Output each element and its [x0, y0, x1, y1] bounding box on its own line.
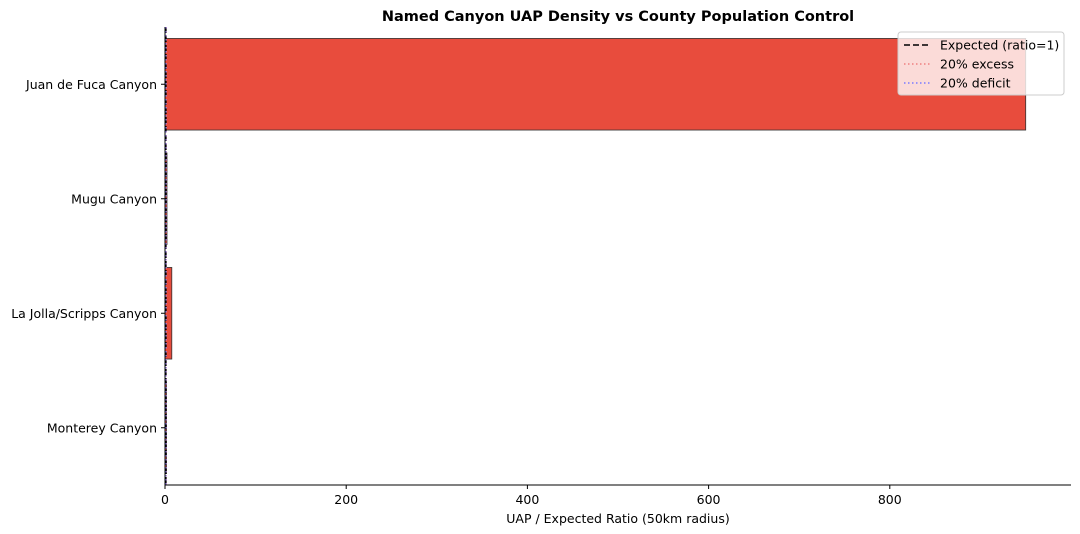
x-axis-label: UAP / Expected Ratio (50km radius) [506, 511, 729, 526]
x-tick-label: 0 [161, 492, 169, 507]
x-tick-label: 200 [334, 492, 358, 507]
bars-group [164, 38, 1027, 474]
legend: Expected (ratio=1) 20% excess 20% deficit [897, 31, 1065, 96]
y-tick-label: La Jolla/Scripps Canyon [11, 306, 157, 321]
x-ticks-group: 0 200 400 600 800 [161, 485, 902, 507]
x-tick-label: 600 [697, 492, 721, 507]
legend-box [897, 31, 1065, 96]
bar-juan-de-fuca-canyon [164, 38, 1027, 131]
legend-label-1: 20% excess [940, 57, 1014, 72]
y-ticks-group: Monterey Canyon La Jolla/Scripps Canyon Mu… [11, 77, 165, 435]
legend-label-0: Expected (ratio=1) [940, 38, 1059, 53]
y-tick-label: Mugu Canyon [71, 191, 157, 206]
y-tick-label: Juan de Fuca Canyon [25, 77, 157, 92]
x-tick-label: 800 [878, 492, 902, 507]
legend-label-2: 20% deficit [940, 76, 1011, 91]
y-tick-label: Monterey Canyon [47, 420, 157, 435]
chart-title: Named Canyon UAP Density vs County Popul… [382, 9, 854, 25]
x-tick-label: 400 [515, 492, 539, 507]
